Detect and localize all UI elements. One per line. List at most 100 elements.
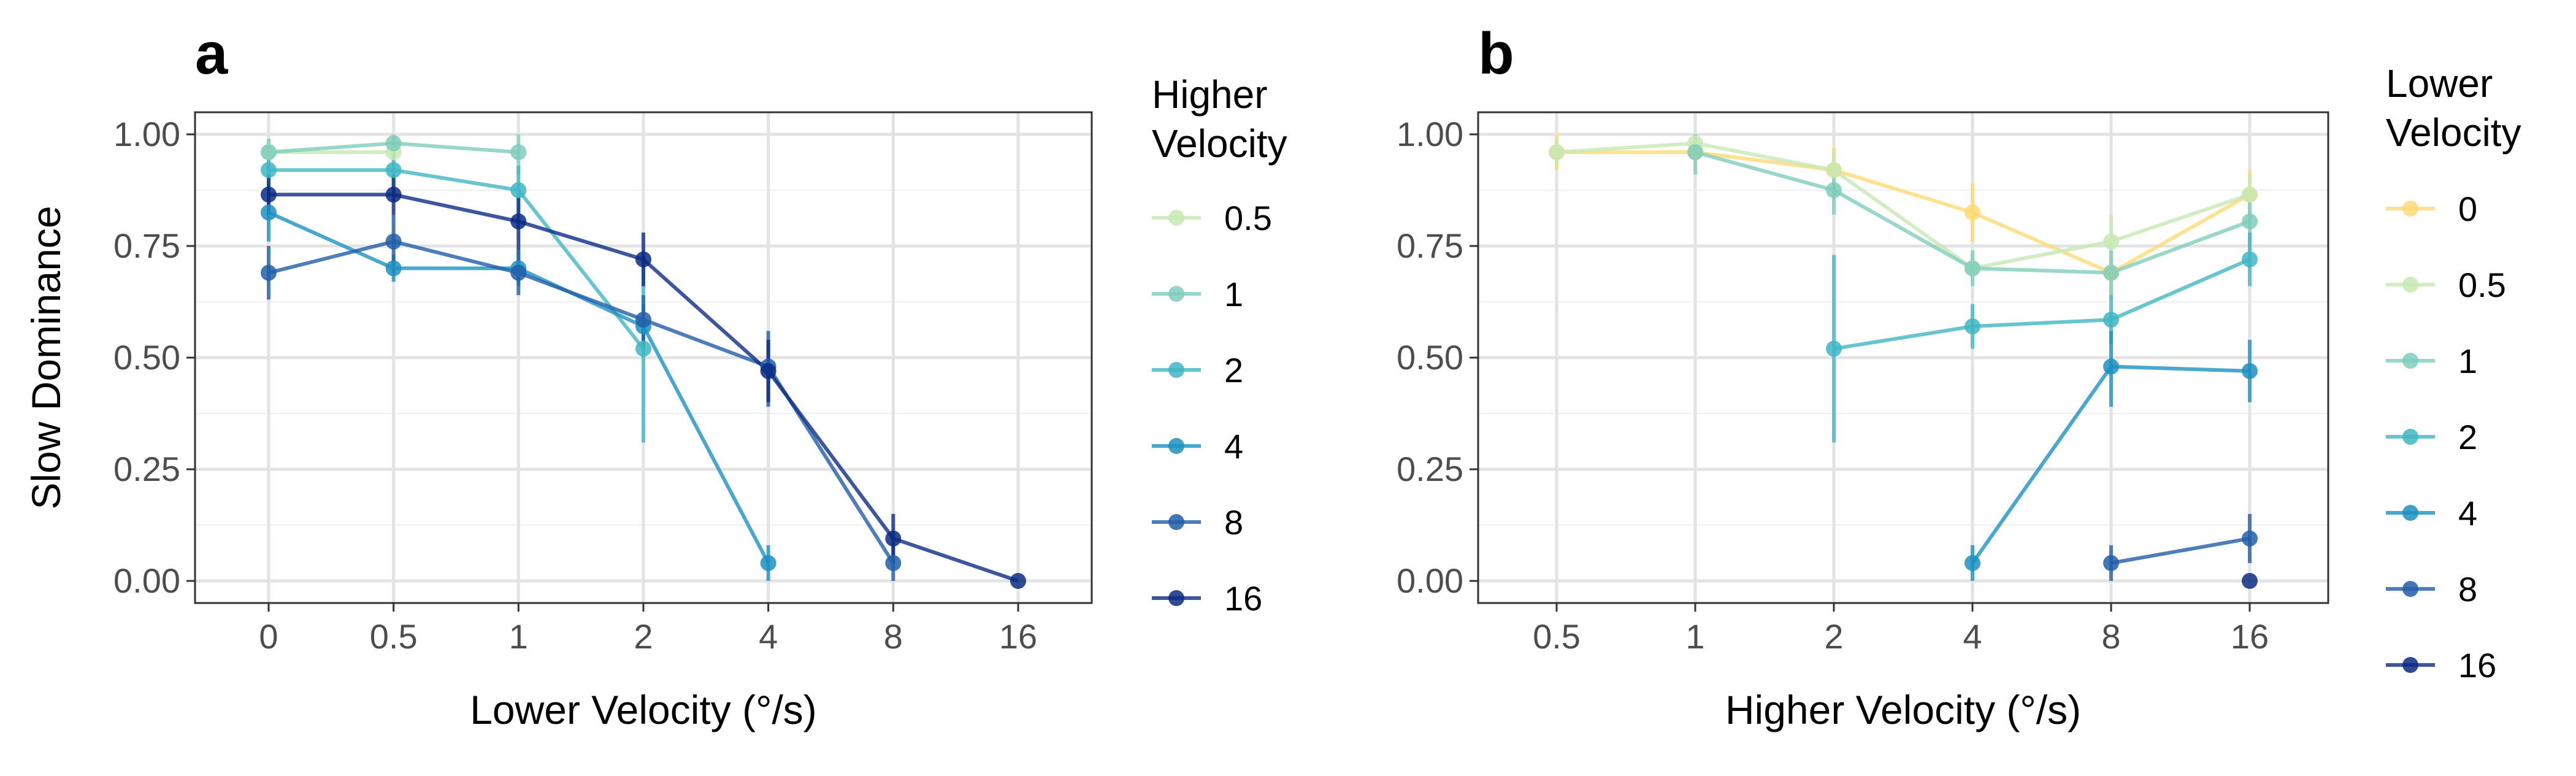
data-point-4 — [2103, 358, 2119, 375]
legend-key-point-1 — [1168, 286, 1184, 302]
legend-key-point-0.5 — [2402, 277, 2418, 293]
panel-a-x-axis-title: Lower Velocity (°/s) — [470, 687, 817, 732]
x-tick-label: 16 — [999, 617, 1037, 656]
panel-a-legend-title-line-2: Velocity — [1152, 121, 1287, 166]
legend-key-point-1 — [2402, 353, 2418, 369]
data-point-2 — [510, 182, 527, 198]
data-point-1 — [2242, 213, 2258, 229]
data-point-1 — [510, 144, 527, 161]
data-point-1 — [2103, 264, 2119, 281]
y-tick-label: 0.75 — [1397, 226, 1463, 265]
legend-key-point-0 — [2402, 201, 2418, 217]
panel-a-points — [261, 135, 1026, 589]
legend-label-2: 2 — [1224, 351, 1243, 390]
legend-key-point-8 — [2402, 581, 2418, 597]
panel-b-legend-items: 0 0.5 1 2 4 8 16 — [2386, 190, 2506, 685]
data-point-8 — [510, 264, 527, 281]
y-tick-label: 0.00 — [113, 561, 180, 600]
panel-b-legend-title-line-1: Lower — [2386, 61, 2493, 106]
panel-b: b 0.00 0.25 0.50 0.75 1.00 0.5 1 2 4 8 16 Higher … — [1397, 21, 2521, 732]
legend-label-1: 1 — [1224, 275, 1243, 313]
data-point-8 — [385, 233, 402, 250]
panel-b-x-axis-title: Higher Velocity (°/s) — [1725, 687, 2081, 732]
y-tick-label: 0.50 — [113, 338, 180, 377]
y-tick-label: 1.00 — [1397, 115, 1463, 153]
series-line-2 — [269, 168, 645, 350]
panel-a: a 0.00 0.25 0.50 0.75 1.00 0 0.5 1 2 4 8 16 Lower … — [23, 21, 1287, 732]
legend-label-8: 8 — [2458, 570, 2477, 609]
legend-key-point-2 — [1168, 362, 1184, 378]
series-line-2 — [1833, 258, 2251, 351]
data-point-0.5 — [1549, 144, 1565, 161]
data-point-4 — [385, 260, 402, 277]
data-point-2 — [1965, 318, 1980, 335]
data-point-0.5 — [2242, 186, 2258, 203]
panel-b-points — [1549, 135, 2258, 589]
y-tick-label: 0.75 — [113, 226, 180, 265]
legend-label-2: 2 — [2458, 418, 2477, 456]
legend-label-16: 16 — [1224, 579, 1262, 618]
data-point-2 — [635, 340, 651, 357]
panel-a-legend: Higher Velocity 0.5 1 2 4 8 16 — [1152, 72, 1287, 618]
data-point-1 — [385, 135, 402, 152]
panel-a-y-tick-labels: 0.00 0.25 0.50 0.75 1.00 — [113, 115, 195, 600]
data-point-4 — [261, 204, 277, 221]
series-line-0.5 — [1556, 141, 2250, 271]
data-point-16 — [2242, 573, 2258, 589]
data-point-8 — [261, 264, 277, 281]
y-tick-label: 0.25 — [113, 450, 180, 488]
y-tick-label: 0.00 — [1397, 561, 1463, 600]
data-point-2 — [1826, 340, 1842, 357]
series-line-8 — [268, 239, 895, 564]
legend-label-0.5: 0.5 — [1224, 199, 1272, 237]
legend-key-point-0.5 — [1168, 210, 1184, 226]
x-tick-label: 8 — [2101, 617, 2120, 656]
data-point-8 — [885, 555, 902, 571]
x-tick-label: 1 — [509, 617, 528, 656]
panel-b-grid — [1478, 112, 2328, 603]
legend-key-point-4 — [2402, 505, 2418, 521]
data-point-1 — [1965, 260, 1980, 277]
x-tick-label: 2 — [1824, 617, 1843, 656]
panel-a-legend-title-line-1: Higher — [1152, 72, 1268, 117]
legend-key-point-2 — [2402, 429, 2418, 445]
y-tick-label: 0.50 — [1397, 338, 1463, 377]
panel-a-legend-items: 0.5 1 2 4 8 16 — [1152, 199, 1272, 618]
data-point-8 — [2242, 530, 2258, 547]
legend-label-0: 0 — [2458, 190, 2477, 228]
panel-a-letter: a — [195, 21, 228, 86]
data-point-4 — [760, 555, 776, 571]
x-tick-label: 0.5 — [370, 617, 418, 656]
data-point-2 — [2103, 312, 2119, 328]
panel-a-y-axis-title: Slow Dominance — [23, 206, 69, 509]
y-tick-label: 0.25 — [1397, 450, 1463, 488]
data-point-1 — [1687, 144, 1703, 161]
panel-b-letter: b — [1478, 21, 1514, 86]
legend-label-8: 8 — [1224, 503, 1243, 542]
x-tick-label: 0.5 — [1533, 617, 1581, 656]
legend-label-4: 4 — [1224, 427, 1243, 466]
legend-label-4: 4 — [2458, 494, 2477, 532]
data-point-2 — [2242, 251, 2258, 267]
legend-key-point-16 — [1168, 590, 1184, 606]
legend-key-point-4 — [1168, 438, 1184, 454]
panel-b-series-lines — [1556, 141, 2251, 565]
data-point-0.5 — [1826, 162, 1842, 179]
data-point-0 — [1965, 204, 1980, 221]
data-point-8 — [2103, 555, 2119, 571]
data-point-16 — [261, 186, 277, 203]
data-point-16 — [510, 213, 527, 229]
x-tick-label: 0 — [259, 617, 278, 656]
data-point-4 — [1965, 555, 1980, 571]
series-line-0 — [1557, 150, 2251, 275]
panel-b-y-tick-labels: 0.00 0.25 0.50 0.75 1.00 — [1397, 115, 1478, 600]
legend-label-1: 1 — [2458, 342, 2477, 380]
y-tick-label: 1.00 — [113, 115, 180, 153]
panel-b-x-tick-labels: 0.5 1 2 4 8 16 — [1533, 603, 2269, 656]
series-line-8 — [2110, 536, 2250, 565]
data-point-16 — [760, 363, 776, 379]
data-point-0.5 — [2103, 233, 2119, 250]
x-tick-label: 16 — [2231, 617, 2269, 656]
data-point-2 — [261, 162, 277, 179]
